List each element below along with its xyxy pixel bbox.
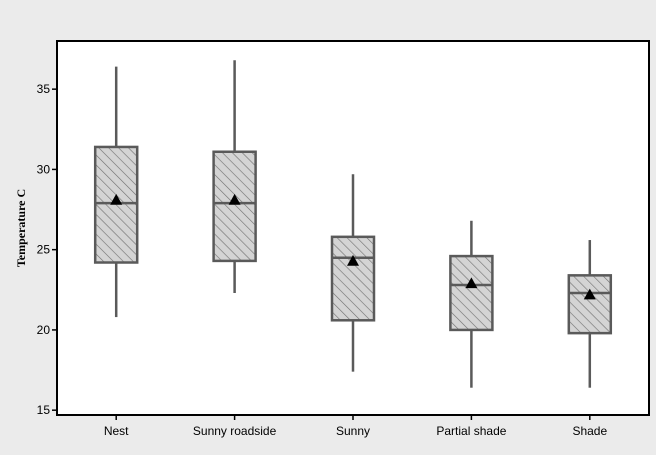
x-category-label: Partial shade [436,424,506,438]
box-nest [93,66,139,318]
mean-marker [110,193,123,205]
y-tick-label: 25 [37,243,51,257]
x-category-label: Sunny roadside [193,424,277,438]
box-sunny-roadside [212,60,257,294]
box-shade [567,240,613,388]
x-category-label: Shade [572,424,607,438]
iqr-box [93,145,139,264]
y-tick-label: 20 [37,323,51,337]
y-tick-label: 35 [37,82,51,96]
box-partial-shade [449,220,494,388]
mean-marker [583,288,596,300]
mean-marker [347,254,359,266]
box-sunny [330,174,376,372]
iqr-box [567,274,613,335]
iqr-box [449,254,494,332]
y-axis-title: Temperature C [14,189,28,267]
y-tick-label: 15 [37,403,51,417]
mean-marker [228,193,241,205]
y-axis: 15 20 25 30 35 [37,82,57,417]
iqr-box [330,235,376,322]
box-series [93,60,613,388]
x-category-label: Nest [104,424,129,438]
mean-marker [465,277,478,289]
y-tick-label: 30 [37,162,51,176]
x-category-label: Sunny [336,424,370,438]
x-axis: Nest Sunny roadside Sunny Partial shade Shad… [104,415,607,438]
iqr-box [212,150,257,263]
